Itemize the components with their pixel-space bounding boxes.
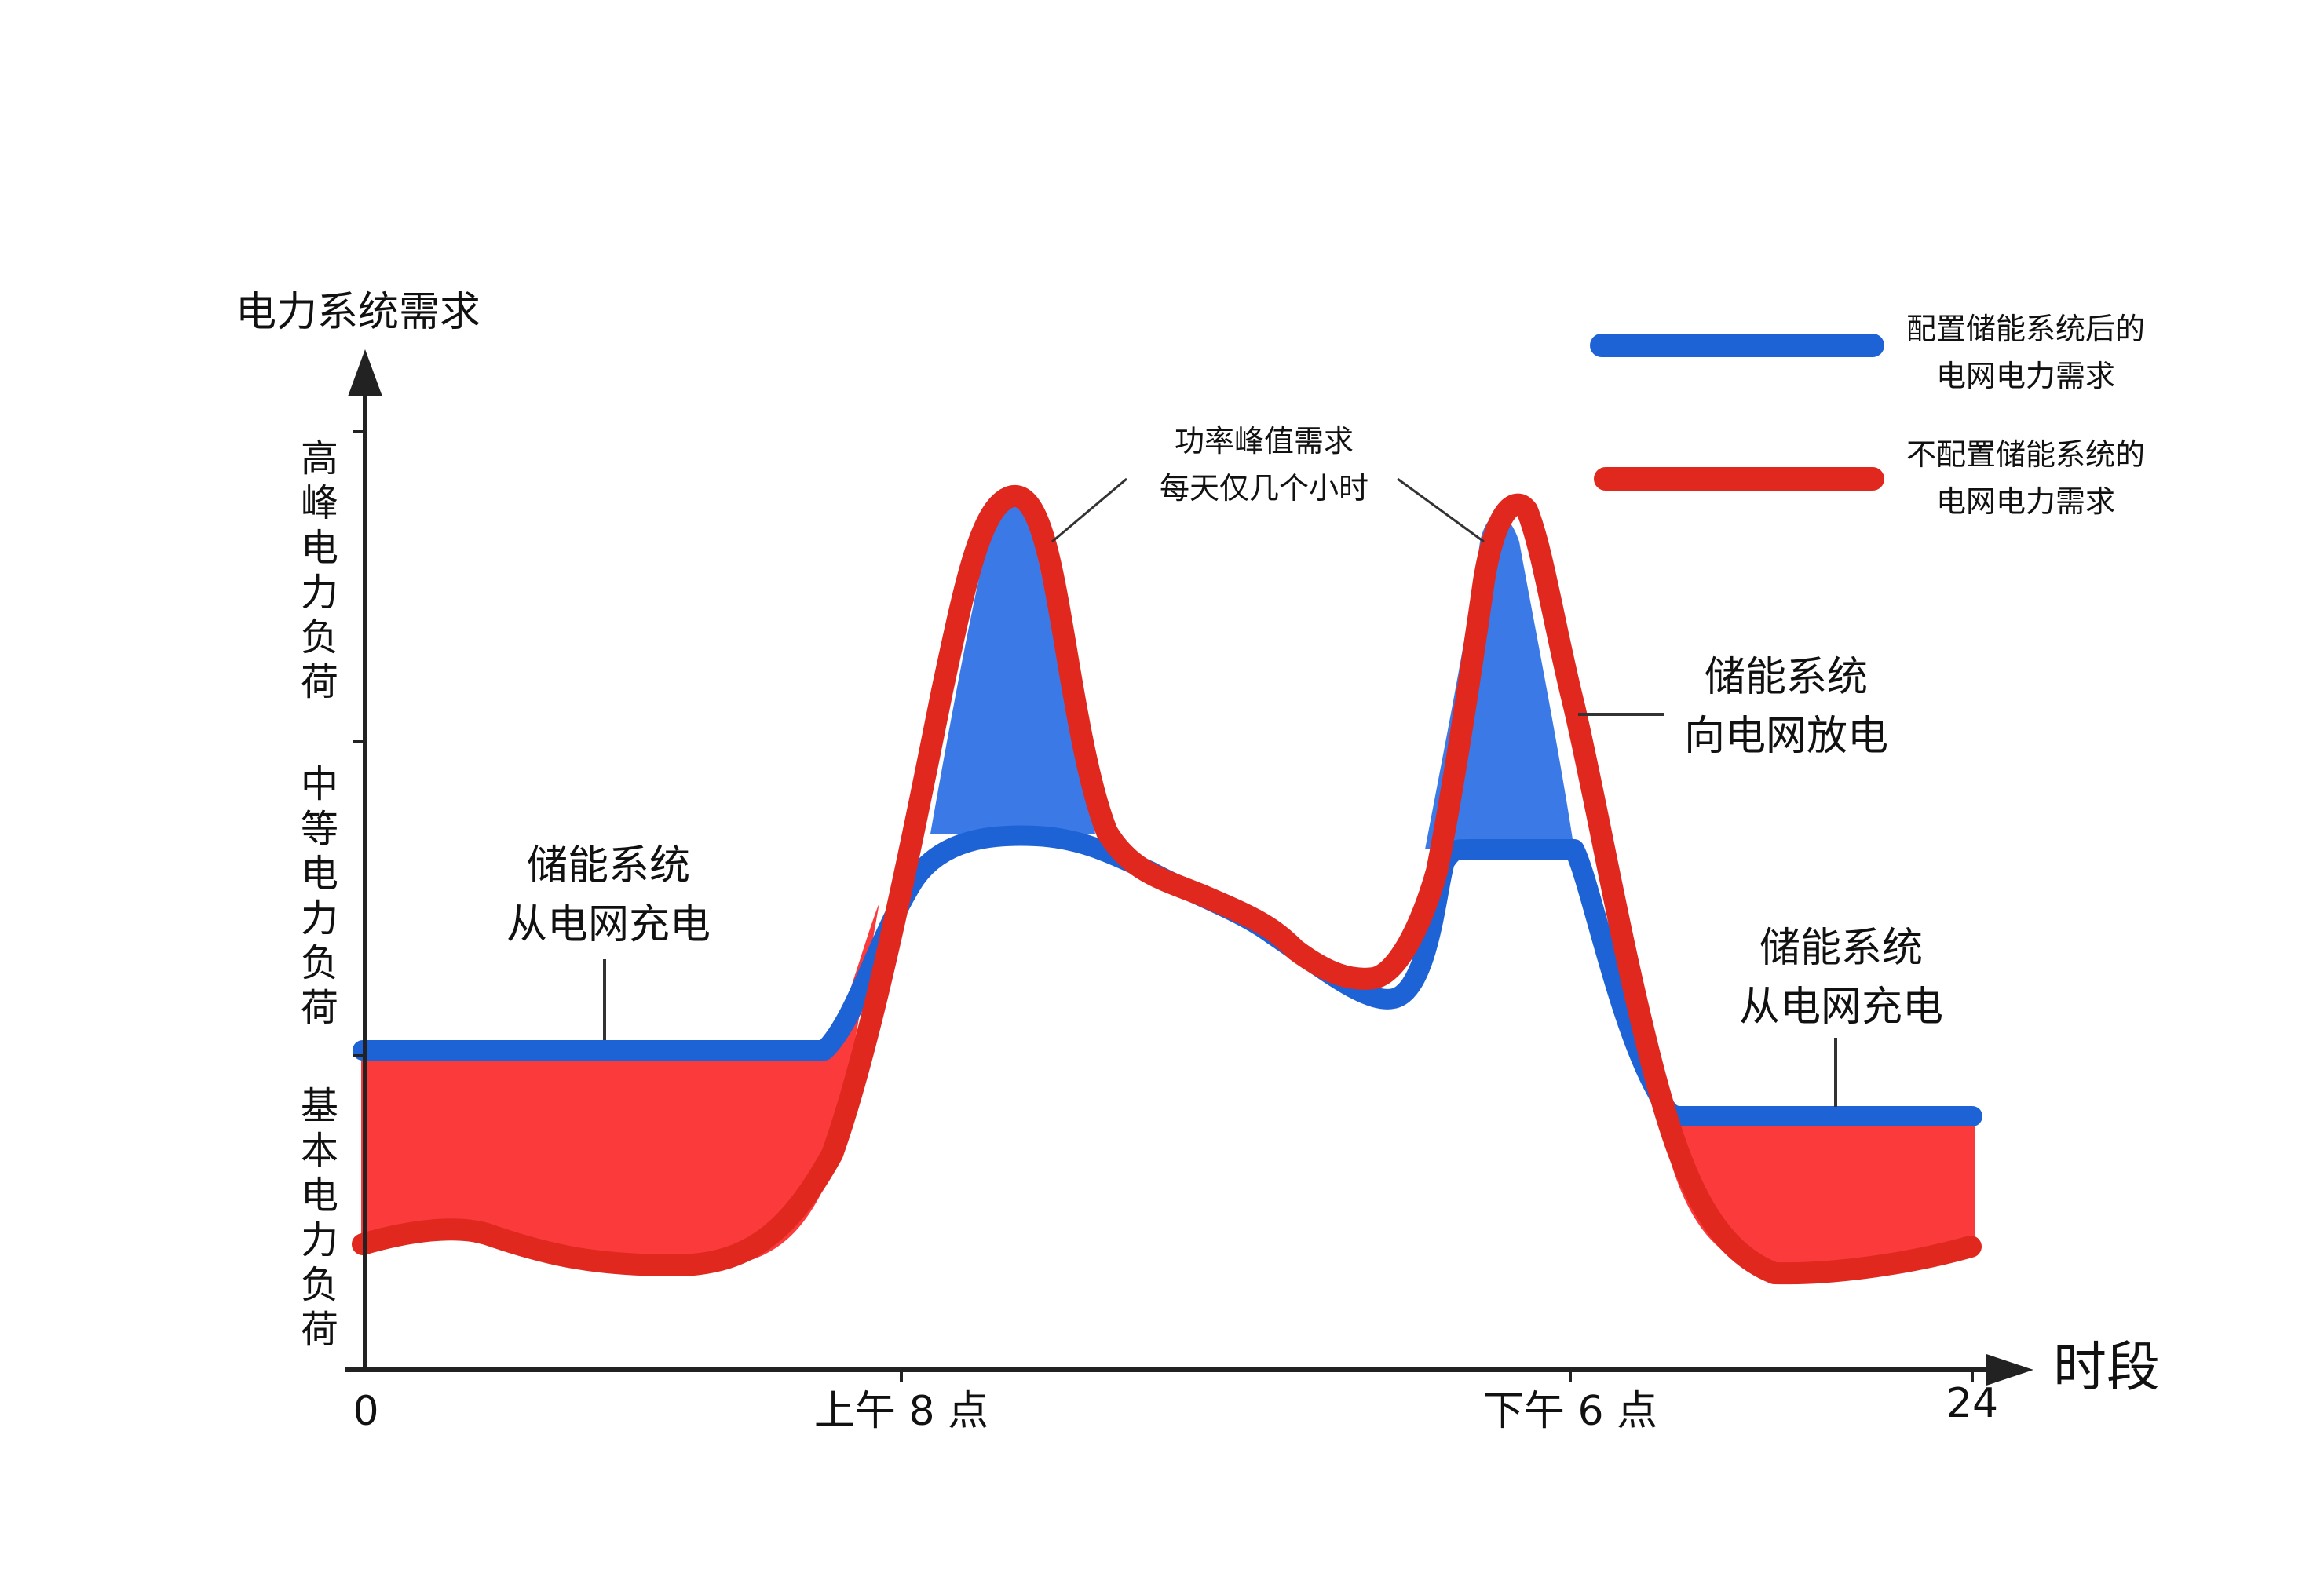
peak-annotation-line2: 每天仅几个小时 [1160, 471, 1368, 506]
y-axis-arrow [348, 349, 382, 396]
discharge-line1: 储能系统 [1705, 654, 1868, 701]
charge-left-line2: 从电网充电 [506, 901, 711, 948]
peak-leader-right [1397, 477, 1485, 543]
y-band-label-0: 高峰电力负荷 [301, 436, 338, 704]
x-tick-label-8am: 上午 8 点 [814, 1388, 988, 1435]
y-band-mid: 中等电力负荷 [301, 762, 338, 1030]
charge-right-line2: 从电网充电 [1739, 984, 1943, 1031]
x-tick-label-6pm: 下午 6 点 [1483, 1388, 1657, 1435]
y-band-base: 基本电力负荷 [301, 1084, 338, 1352]
charge-area-right [1668, 1119, 1975, 1273]
charge-right-line1: 储能系统 [1759, 925, 1923, 972]
x-tick-label-0: 0 [353, 1388, 378, 1435]
discharge-line2: 向电网放电 [1684, 713, 1888, 760]
legend-blue-line2: 电网电力需求 [1936, 359, 2115, 393]
legend-red-line1: 不配置储能系统的 [1906, 437, 2145, 472]
x-tick-label-24: 24 [1946, 1380, 1998, 1427]
peak-annotation-line1: 功率峰值需求 [1175, 424, 1354, 458]
y-band-label-1: 中等电力负荷 [301, 762, 338, 1030]
charge-left-line1: 储能系统 [527, 842, 690, 889]
legend-red-line2: 电网电力需求 [1936, 484, 2115, 519]
y-band-peak: 高峰电力负荷 [301, 436, 338, 704]
peak-leader-left [1051, 477, 1127, 543]
x-axis-title: 时段 [2053, 1337, 2160, 1399]
legend-blue-line1: 配置储能系统后的 [1906, 312, 2145, 346]
y-band-label-2: 基本电力负荷 [301, 1084, 338, 1352]
red-line-without-storage [352, 485, 1982, 1285]
x-axis-arrow [1986, 1354, 2034, 1386]
charge-area-left [361, 903, 879, 1271]
y-axis-title: 电力系统需求 [236, 289, 481, 336]
discharge-area-peak1 [930, 504, 1095, 834]
